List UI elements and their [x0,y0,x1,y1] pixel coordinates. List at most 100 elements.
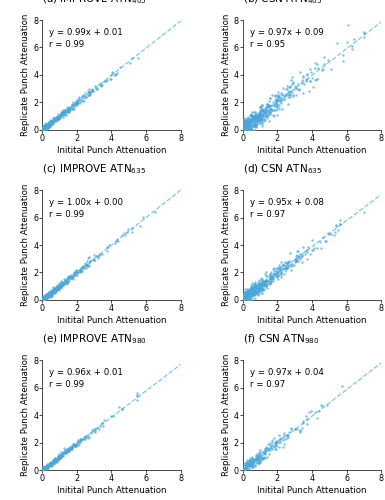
Point [244,286,251,294]
Point [72,99,79,107]
Point [45,463,51,471]
Point [314,60,320,68]
Point [67,106,73,114]
Point [268,274,275,281]
Point [279,96,285,104]
Point [47,116,54,124]
Point [55,456,61,464]
Point [85,262,91,270]
Point [89,85,95,93]
Point [45,461,52,469]
Point [250,115,256,123]
Point [253,452,259,460]
Point [258,116,264,124]
Point [256,459,262,467]
Point [264,444,271,452]
Point [74,101,80,109]
Point [264,104,270,112]
Point [251,280,257,288]
Point [45,462,51,469]
Point [41,121,47,129]
Point [243,465,249,473]
Point [283,90,290,98]
Point [250,286,256,294]
Point [263,281,270,289]
Point [268,275,275,283]
Point [40,295,46,303]
Point [268,105,274,113]
Point [42,294,48,302]
Point [275,94,281,102]
Point [244,456,250,464]
Point [243,125,249,133]
Point [247,461,253,469]
Point [249,288,255,296]
Point [254,112,260,120]
Point [263,282,269,290]
Point [64,448,70,456]
Point [258,277,264,285]
Point [51,285,57,293]
Point [242,296,248,304]
Point [251,112,258,120]
Point [59,279,65,287]
Point [65,446,72,454]
Point [305,244,311,252]
Point [246,124,252,132]
Point [43,463,49,471]
Point [49,118,55,126]
Point [57,451,64,459]
Point [41,122,47,130]
Point [43,292,49,300]
Point [258,115,264,123]
Point [53,117,59,125]
Point [283,262,290,270]
Point [263,106,269,114]
Point [242,294,248,302]
Point [267,270,273,278]
Point [51,114,57,122]
Point [276,91,283,99]
Point [242,288,248,296]
Point [260,282,266,290]
Point [243,292,249,300]
Point [59,452,65,460]
Point [54,114,60,122]
Point [248,456,254,464]
Point [99,418,105,426]
Point [280,444,286,452]
Point [54,284,60,292]
Point [55,114,62,122]
Point [251,121,257,129]
Point [246,118,253,126]
Point [285,93,291,101]
Point [286,261,292,269]
Point [43,125,49,133]
Point [248,110,254,118]
Text: (a) IMPROVE ATN$_{405}$: (a) IMPROVE ATN$_{405}$ [42,0,147,6]
Point [257,454,263,462]
Point [252,283,258,291]
Point [256,450,263,458]
Point [89,86,95,94]
Point [127,59,134,67]
Point [64,446,70,454]
Point [57,284,63,292]
Point [244,122,250,130]
Point [50,286,56,294]
Point [259,455,265,463]
Point [40,295,46,303]
Point [242,120,248,128]
Point [257,114,263,122]
Point [106,240,112,248]
Point [256,288,263,296]
Point [48,292,54,300]
Point [72,271,78,279]
Point [293,256,299,264]
Point [58,109,64,117]
Point [68,272,74,280]
Point [59,452,65,460]
Point [47,288,53,296]
Point [241,296,247,304]
Point [67,445,73,453]
